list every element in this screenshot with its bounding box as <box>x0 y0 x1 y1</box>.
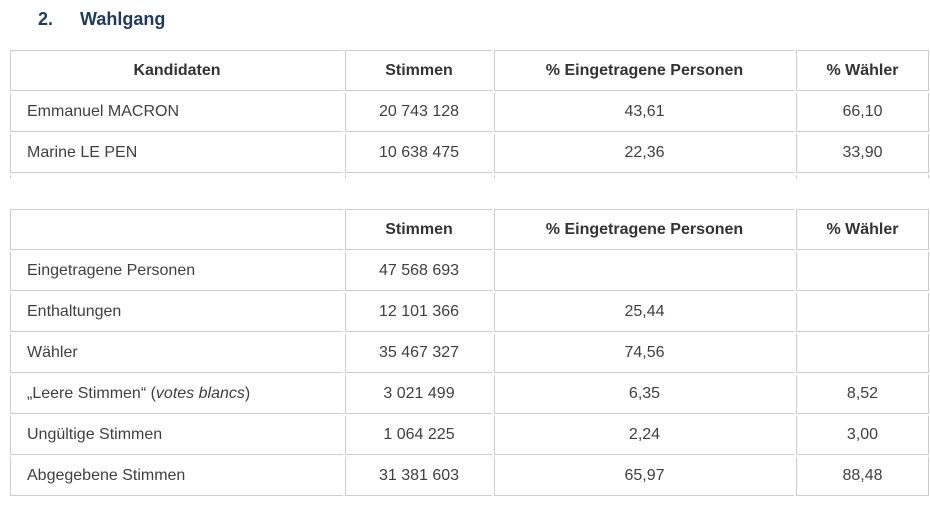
section-number: 2. <box>38 9 54 29</box>
table-row: Abgegebene Stimmen 31 381 603 65,97 88,48 <box>10 457 929 496</box>
value-cell: 6,35 <box>494 375 794 414</box>
header-row: Kandidaten Stimmen% Eingetragene Personen… <box>10 50 929 91</box>
column-header: % Eingetragene Personen <box>494 50 794 91</box>
value-cell: 66,10 <box>796 93 929 132</box>
column-header: Stimmen <box>345 209 492 250</box>
value-cell: 3,00 <box>796 416 929 455</box>
row-label-cell: „Leere Stimmen“ (votes blancs) <box>10 375 343 414</box>
value-cell <box>796 293 929 332</box>
value-cell: 12 101 366 <box>345 293 492 332</box>
value-cell: 88,48 <box>796 457 929 496</box>
value-cell: 10 638 475 <box>345 134 492 173</box>
value-cell: 1 064 225 <box>345 416 492 455</box>
table-row: Marine LE PEN 10 638 475 22,36 33,90 <box>10 134 929 173</box>
table-row: Eingetragene Personen 47 568 693 <box>10 252 929 291</box>
section-title: Wahlgang <box>80 9 166 29</box>
row-label-cell: Enthaltungen <box>10 293 343 332</box>
value-cell: 8,52 <box>796 375 929 414</box>
value-cell: 33,90 <box>796 134 929 173</box>
table-row: „Leere Stimmen“ (votes blancs) 3 021 499 6… <box>10 375 929 414</box>
column-header <box>10 209 343 250</box>
column-header: Kandidaten <box>10 50 343 91</box>
value-cell: 65,97 <box>494 457 794 496</box>
value-cell: 35 467 327 <box>345 334 492 373</box>
table-row: Ungültige Stimmen 1 064 225 2,24 3,00 <box>10 416 929 455</box>
value-cell: 47 568 693 <box>345 252 492 291</box>
value-cell <box>796 334 929 373</box>
totals-table: Stimmen% Eingetragene Personen% Wähler E… <box>8 207 930 498</box>
value-cell: 31 381 603 <box>345 457 492 496</box>
candidates-table: Kandidaten Stimmen% Eingetragene Personen… <box>8 48 930 180</box>
row-label-cell: Abgegebene Stimmen <box>10 457 343 496</box>
section-heading: 2. Wahlgang <box>38 8 930 30</box>
row-label-cell: Emmanuel MACRON <box>10 93 343 132</box>
row-label-cell: Wähler <box>10 334 343 373</box>
table-row: Emmanuel MACRON 20 743 128 43,61 66,10 <box>10 93 929 132</box>
column-header: % Eingetragene Personen <box>494 209 794 250</box>
value-cell: 22,36 <box>494 134 794 173</box>
value-cell: 43,61 <box>494 93 794 132</box>
header-row: Stimmen% Eingetragene Personen% Wähler <box>10 209 929 250</box>
value-cell: 2,24 <box>494 416 794 455</box>
value-cell: 20 743 128 <box>345 93 492 132</box>
row-label-cell: Marine LE PEN <box>10 134 343 173</box>
table-row: Wähler 35 467 327 74,56 <box>10 334 929 373</box>
value-cell: 25,44 <box>494 293 794 332</box>
column-header: % Wähler <box>796 209 929 250</box>
row-label-cell: Eingetragene Personen <box>10 252 343 291</box>
column-header: % Wähler <box>796 50 929 91</box>
value-cell <box>796 252 929 291</box>
value-cell: 3 021 499 <box>345 375 492 414</box>
document-page: 2. Wahlgang Kandidaten Stimmen% Eingetrage… <box>0 8 930 498</box>
table-row: Enthaltungen 12 101 366 25,44 <box>10 293 929 332</box>
row-label-cell: Ungültige Stimmen <box>10 416 343 455</box>
value-cell <box>494 252 794 291</box>
clipped-row-stub <box>10 175 929 178</box>
column-header: Stimmen <box>345 50 492 91</box>
value-cell: 74,56 <box>494 334 794 373</box>
